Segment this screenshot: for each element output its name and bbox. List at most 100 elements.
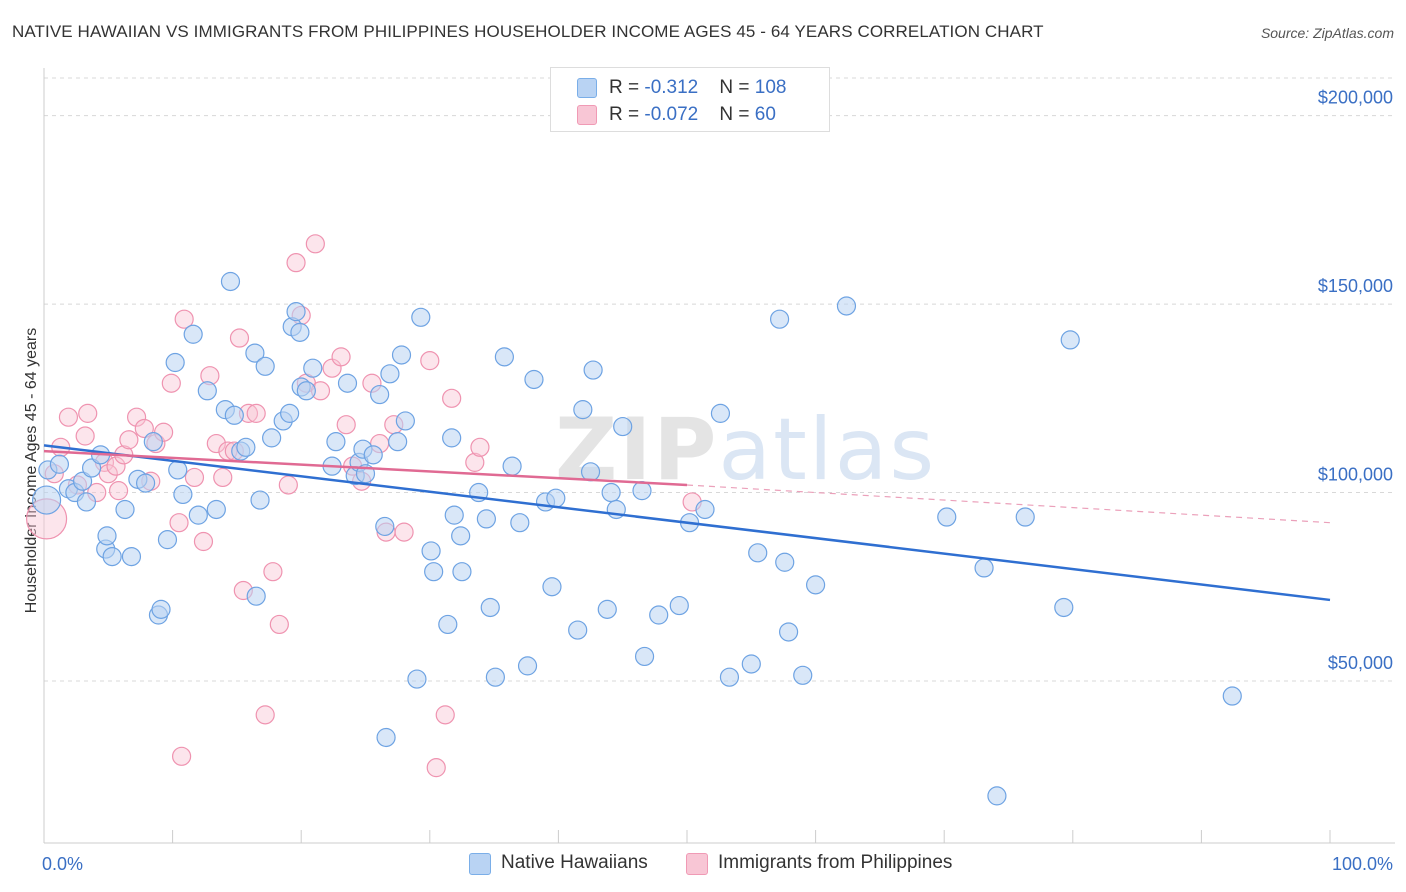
native-hawaiian-point (1015, 507, 1035, 527)
native-hawaiian-trendline (43, 444, 1331, 602)
philippines-point (134, 418, 154, 439)
native-hawaiian-point (143, 432, 163, 452)
native-hawaiian-point (1060, 330, 1080, 350)
native-hawaiian-point (649, 605, 669, 625)
legend-r-value: -0.312 (644, 77, 699, 98)
philippines-point (394, 522, 414, 542)
native-hawaiian-point (480, 597, 500, 618)
native-hawaiian-point (102, 546, 122, 567)
native-hawaiian-point (601, 482, 621, 503)
native-hawaiian-point (388, 432, 408, 452)
philippines-trendline (43, 449, 688, 487)
native-hawaiian-point (424, 562, 444, 582)
native-hawaiian-point (573, 400, 593, 420)
native-hawaiian-point (438, 614, 458, 635)
native-hawaiian-point (775, 552, 795, 572)
native-hawaiian-point (376, 727, 396, 748)
native-hawaiian-point (778, 622, 799, 642)
legend-n-label: N = (719, 77, 755, 98)
native-hawaiian-point (157, 530, 178, 550)
native-hawaiian-point (974, 558, 994, 578)
native-hawaiian-point (583, 360, 603, 380)
native-hawaiian-point (375, 516, 395, 537)
philippines-point (108, 481, 129, 501)
philippines-point (305, 234, 325, 254)
philippines-point (169, 513, 189, 533)
native-hawaiian-point (31, 485, 62, 515)
philippines-point (263, 562, 283, 582)
native-hawaiian-point (748, 543, 768, 563)
native-hawaiian-point (836, 296, 857, 316)
legend-swatch-native-hawaiians (577, 78, 597, 98)
philippines-point (206, 433, 226, 454)
bottom-legend-swatch-native-hawaiians (469, 853, 491, 875)
native-hawaiian-point (380, 364, 400, 384)
native-hawaiian-point (476, 509, 496, 529)
philippines-point (119, 430, 139, 450)
source-credit: Source: ZipAtlas.com (1260, 25, 1394, 41)
native-hawaiian-point (710, 403, 731, 423)
native-hawaiian-point (580, 462, 601, 482)
legend-row-native-hawaiians: R = -0.312 N = 108 (551, 75, 829, 101)
native-hawaiian-point (634, 646, 655, 667)
native-hawaiian-point (326, 432, 346, 452)
native-hawaiian-point (220, 271, 241, 292)
native-hawaiian-point (451, 526, 471, 546)
native-hawaiian-point (173, 484, 193, 505)
native-hawaiian-point (370, 384, 390, 405)
native-hawaiian-point (769, 309, 790, 329)
native-hawaiian-point (485, 667, 505, 687)
native-hawaiian-point (395, 411, 415, 431)
native-hawaiian-point (444, 505, 464, 525)
native-hawaiian-point (937, 507, 957, 527)
bottom-legend-label-native-hawaiians: Native Hawaiians (501, 852, 648, 873)
philippines-point (78, 403, 98, 423)
native-hawaiian-point (236, 437, 256, 457)
native-hawaiian-point (741, 654, 761, 674)
native-hawaiian-point (407, 669, 427, 689)
native-hawaiian-point (987, 786, 1007, 806)
native-hawaiian-point (793, 665, 813, 685)
native-hawaiian-point (1222, 686, 1242, 706)
correlation-legend: R = -0.312 N = 108 R = -0.072 N = 60 (550, 67, 830, 132)
philippines-point (184, 467, 205, 488)
philippines-point (435, 705, 455, 725)
native-hawaiian-point (546, 488, 566, 508)
philippines-point (420, 351, 440, 371)
native-hawaiian-point (502, 456, 522, 476)
native-hawaiian-point (669, 595, 689, 616)
native-hawaiian-point (135, 473, 156, 493)
philippines-point (193, 531, 214, 552)
philippines-point (106, 456, 126, 476)
native-hawaiian-point (296, 381, 316, 401)
legend-r-value: -0.072 (644, 104, 699, 125)
philippines-point (75, 426, 95, 446)
native-hawaiian-point (1054, 597, 1074, 618)
native-hawaiian-point (188, 505, 208, 525)
native-hawaiian-point (49, 454, 70, 474)
legend-swatch-philippines (577, 105, 597, 125)
native-hawaiian-point (81, 458, 102, 478)
native-hawaiian-point (719, 667, 740, 687)
philippines-point (172, 746, 192, 766)
philippines-point (246, 403, 266, 423)
y-tick-label: $50,000 (1328, 653, 1393, 673)
y-tick-label: $100,000 (1318, 465, 1393, 485)
native-hawaiian-point (97, 526, 117, 546)
philippines-point (331, 347, 351, 367)
native-hawaiian-point (72, 471, 93, 491)
native-hawaiian-point (151, 599, 171, 619)
legend-row-philippines: R = -0.072 N = 60 (551, 102, 829, 128)
native-hawaiian-point (303, 358, 323, 378)
native-hawaiian-point (597, 599, 617, 619)
native-hawaiian-point (165, 352, 185, 373)
native-hawaiian-point (290, 322, 310, 342)
native-hawaiian-point (391, 345, 412, 365)
native-hawaiian-point (632, 481, 652, 501)
native-hawaiian-point (568, 620, 588, 640)
philippines-trendline-extension (686, 484, 1331, 524)
native-hawaiian-point (805, 575, 826, 595)
legend-r-label: R = (609, 77, 645, 98)
native-hawaiian-point (255, 356, 275, 376)
